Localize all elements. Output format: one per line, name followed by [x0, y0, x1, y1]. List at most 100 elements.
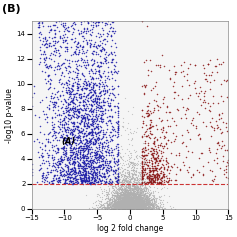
Point: [103, 175, 107, 179]
Point: [125, 194, 129, 198]
Point: [140, 174, 144, 178]
Point: [152, 168, 156, 172]
Point: [106, 202, 110, 206]
Point: [129, 202, 133, 205]
Point: [113, 133, 117, 137]
Point: [126, 204, 130, 208]
Point: [116, 200, 120, 204]
Point: [146, 199, 150, 203]
Point: [141, 166, 145, 170]
Point: [152, 201, 155, 205]
Point: [126, 197, 129, 201]
Point: [126, 200, 130, 204]
Point: [87, 106, 90, 110]
Point: [105, 55, 108, 59]
Point: [129, 194, 133, 197]
Point: [101, 132, 105, 136]
Point: [91, 118, 95, 122]
Point: [151, 204, 155, 207]
Text: (A): (A): [61, 137, 75, 146]
Point: [119, 206, 123, 210]
Point: [140, 201, 144, 205]
Point: [131, 181, 135, 185]
Point: [139, 180, 143, 184]
Point: [148, 169, 152, 173]
Point: [130, 196, 134, 200]
Point: [125, 202, 129, 206]
Point: [88, 32, 92, 35]
Point: [109, 178, 113, 182]
Point: [130, 160, 134, 164]
Point: [112, 202, 116, 205]
Point: [94, 150, 97, 154]
Point: [137, 178, 141, 182]
Point: [142, 201, 146, 205]
Point: [120, 205, 123, 209]
Point: [82, 44, 85, 48]
Point: [132, 182, 136, 186]
Point: [186, 131, 190, 134]
Point: [193, 63, 196, 67]
Point: [148, 169, 152, 173]
Point: [147, 202, 151, 206]
Point: [132, 196, 136, 200]
Point: [91, 141, 95, 145]
Point: [121, 207, 124, 210]
Point: [159, 187, 163, 191]
Point: [80, 113, 84, 117]
Point: [131, 205, 134, 209]
Point: [158, 158, 161, 161]
Point: [121, 207, 124, 210]
Point: [127, 202, 131, 205]
Point: [126, 197, 130, 201]
Point: [127, 180, 131, 184]
Point: [136, 196, 140, 200]
Point: [99, 64, 103, 68]
Point: [141, 159, 144, 163]
Point: [139, 187, 143, 191]
Point: [140, 153, 144, 157]
Point: [92, 58, 96, 62]
Point: [134, 202, 138, 206]
Point: [113, 161, 117, 164]
Point: [140, 198, 144, 202]
Point: [155, 204, 159, 208]
Point: [76, 181, 79, 185]
Point: [82, 179, 86, 183]
Point: [113, 189, 117, 192]
Point: [126, 199, 129, 203]
Point: [122, 206, 125, 210]
Point: [94, 140, 98, 144]
Point: [82, 26, 85, 30]
Point: [114, 199, 118, 203]
Point: [121, 177, 125, 181]
Point: [137, 192, 141, 196]
Point: [128, 179, 132, 183]
Point: [144, 195, 148, 199]
Point: [131, 198, 135, 202]
Point: [83, 77, 87, 81]
Point: [145, 206, 148, 210]
Point: [137, 206, 141, 210]
Point: [133, 173, 137, 177]
Point: [134, 203, 138, 207]
Point: [134, 194, 137, 198]
Point: [155, 169, 159, 173]
Point: [136, 207, 140, 211]
Point: [140, 187, 143, 191]
Point: [90, 93, 94, 97]
Point: [124, 189, 128, 192]
Point: [127, 196, 131, 200]
Point: [140, 206, 144, 210]
Point: [105, 201, 109, 205]
Point: [108, 173, 111, 177]
Point: [99, 113, 103, 117]
Point: [47, 181, 50, 184]
Point: [112, 187, 116, 191]
Point: [119, 187, 123, 191]
Point: [130, 198, 134, 202]
Point: [60, 62, 64, 66]
Point: [72, 106, 75, 110]
Point: [115, 194, 119, 198]
Point: [88, 158, 92, 161]
